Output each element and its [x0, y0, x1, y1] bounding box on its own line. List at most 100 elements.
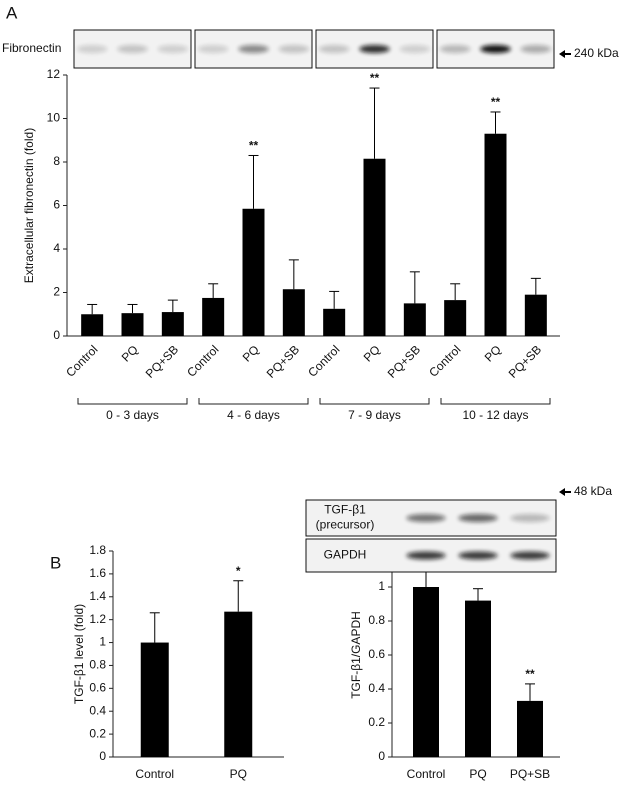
bar: [224, 611, 253, 757]
y-tick-label: 0.2: [89, 726, 106, 740]
y-tick-label: 0.8: [368, 613, 385, 627]
x-tick-label: PQ+SB: [506, 342, 544, 380]
bar: [161, 312, 184, 336]
y-tick-label: 12: [47, 67, 61, 81]
blot-band: [458, 551, 498, 560]
y-tick-label: 4: [53, 241, 60, 255]
bar: [444, 300, 467, 336]
bar: [484, 133, 507, 336]
bar: [140, 642, 169, 757]
y-axis-label: TGF-β1 level (fold): [72, 604, 86, 704]
y-tick-label: 0: [378, 749, 385, 763]
blot-band: [76, 45, 108, 53]
x-tick-label: PQ: [482, 342, 504, 364]
group-bracket: [198, 398, 309, 405]
x-tick-label: Control: [63, 342, 100, 379]
x-tick-label: PQ: [240, 342, 262, 364]
group-bracket: [77, 398, 188, 405]
x-tick-label: Control: [184, 342, 221, 379]
y-tick-label: 1.4: [89, 589, 106, 603]
bar: [403, 303, 426, 336]
bar: [465, 600, 491, 757]
group-label: 7 - 9 days: [348, 408, 401, 422]
x-tick-label: PQ+SB: [143, 342, 181, 380]
blot-band: [510, 514, 550, 522]
group-bracket: [319, 398, 430, 405]
y-tick-label: 0.2: [368, 715, 385, 729]
blot-band: [117, 45, 148, 53]
blot-marker: 240 kDa: [574, 46, 619, 60]
marker-arrow: [559, 488, 571, 496]
blot-band: [520, 45, 552, 53]
y-axis-label: TGF-β1/GAPDH: [349, 611, 363, 699]
x-tick-label: Control: [305, 342, 342, 379]
blot-band: [439, 45, 471, 53]
x-tick-label: PQ: [361, 342, 383, 364]
x-tick-label: PQ: [230, 767, 247, 781]
blot-band: [318, 45, 350, 53]
significance: **: [491, 95, 501, 109]
y-tick-label: 0.4: [368, 681, 385, 695]
blot-band: [406, 514, 446, 522]
x-tick-label: PQ+SB: [385, 342, 423, 380]
y-tick-label: 0.4: [89, 703, 106, 717]
x-tick-label: PQ: [119, 342, 141, 364]
blot-band: [510, 551, 550, 560]
bar: [323, 308, 346, 336]
x-tick-label: PQ+SB: [264, 342, 302, 380]
y-tick-label: 1.8: [89, 543, 106, 557]
panel-letter: B: [50, 553, 61, 572]
blot-band: [406, 551, 446, 560]
significance: **: [370, 71, 380, 85]
x-tick-label: Control: [426, 342, 463, 379]
blot-band: [399, 45, 431, 53]
blot-band: [238, 45, 269, 53]
blot-band: [480, 45, 511, 53]
blot-band: [359, 45, 390, 53]
y-tick-label: 6: [53, 198, 60, 212]
group-bracket: [440, 398, 551, 405]
group-label: 4 - 6 days: [227, 408, 280, 422]
bar: [242, 208, 265, 336]
y-axis-label: Extracellular fibronectin (fold): [22, 128, 36, 283]
significance: **: [525, 667, 535, 681]
y-tick-label: 0: [99, 749, 106, 763]
x-tick-label: Control: [407, 767, 446, 781]
blot-band: [278, 45, 310, 53]
blot-band: [458, 514, 498, 522]
x-tick-label: PQ+SB: [510, 767, 550, 781]
y-tick-label: 1.2: [89, 612, 106, 626]
y-tick-label: 10: [47, 111, 61, 125]
blot-band: [157, 45, 189, 53]
marker-arrow: [559, 50, 571, 58]
bar: [81, 314, 104, 336]
y-tick-label: 2: [53, 285, 60, 299]
bar: [517, 700, 543, 757]
y-tick-label: 0: [53, 328, 60, 342]
group-label: 10 - 12 days: [462, 408, 528, 422]
bar: [363, 158, 386, 336]
bar: [524, 294, 547, 336]
y-tick-label: 0.6: [368, 647, 385, 661]
y-tick-label: 1: [378, 579, 385, 593]
blot-label: Fibronectin: [2, 41, 61, 55]
blot-marker: 48 kDa: [574, 484, 612, 498]
group-label: 0 - 3 days: [106, 408, 159, 422]
x-tick-label: Control: [135, 767, 174, 781]
x-tick-label: PQ: [469, 767, 486, 781]
bar: [413, 587, 439, 757]
y-tick-label: 8: [53, 154, 60, 168]
bar: [121, 313, 144, 336]
panel-letter: A: [6, 3, 18, 22]
significance: **: [249, 139, 259, 153]
blot-label: GAPDH: [324, 548, 367, 562]
significance: *: [236, 564, 241, 578]
y-tick-label: 0.8: [89, 658, 106, 672]
y-tick-label: 1.6: [89, 566, 106, 580]
y-tick-label: 0.6: [89, 681, 106, 695]
y-tick-label: 1: [99, 635, 106, 649]
bar: [282, 289, 305, 336]
blot-label: (precursor): [316, 518, 375, 532]
blot-band: [197, 45, 229, 53]
